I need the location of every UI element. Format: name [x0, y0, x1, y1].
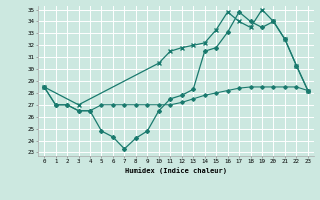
X-axis label: Humidex (Indice chaleur): Humidex (Indice chaleur) [125, 167, 227, 174]
